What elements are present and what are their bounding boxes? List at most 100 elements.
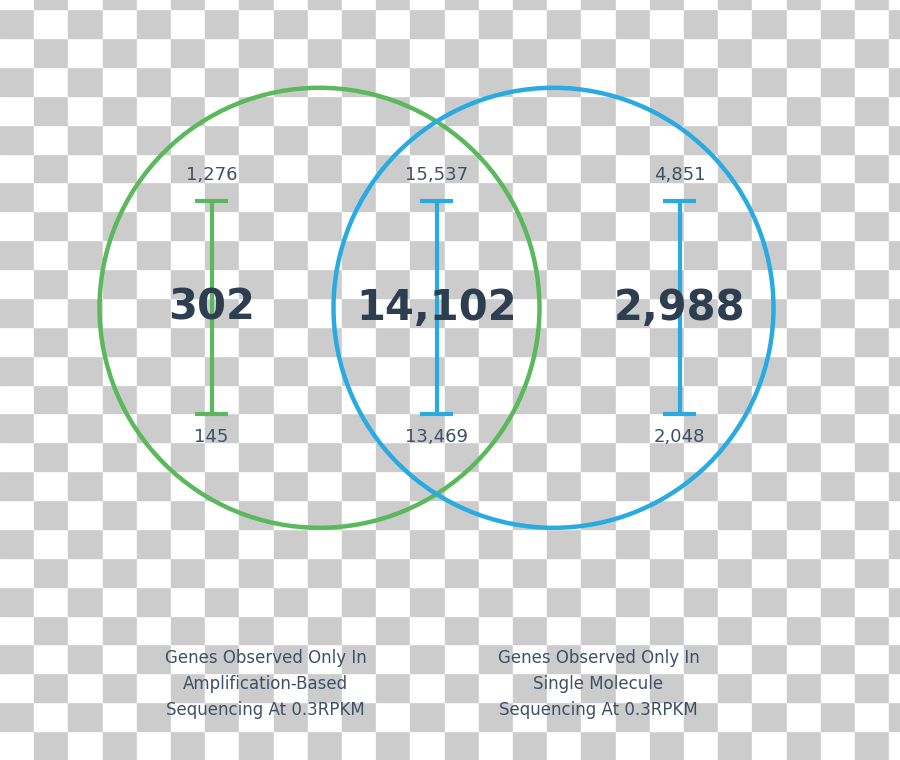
Bar <box>855 298 889 327</box>
Text: 14,102: 14,102 <box>356 287 517 329</box>
Bar <box>445 442 479 471</box>
Bar <box>137 731 171 760</box>
Bar <box>581 0 616 9</box>
Bar <box>684 240 718 269</box>
Bar <box>376 298 410 327</box>
Bar <box>274 702 308 731</box>
Bar <box>445 644 479 673</box>
Bar <box>103 616 137 644</box>
Bar <box>855 731 889 760</box>
Bar <box>616 154 650 182</box>
Bar <box>752 96 787 125</box>
Bar <box>547 125 581 154</box>
Bar <box>718 442 752 471</box>
Bar <box>137 413 171 442</box>
Bar <box>34 182 68 211</box>
Bar <box>68 182 103 211</box>
Bar <box>616 616 650 644</box>
Bar <box>616 558 650 587</box>
Bar <box>171 500 205 529</box>
Bar <box>274 211 308 240</box>
Bar <box>547 298 581 327</box>
Bar <box>239 500 274 529</box>
Bar <box>205 673 239 702</box>
Bar <box>239 558 274 587</box>
Bar <box>205 211 239 240</box>
Bar <box>0 731 34 760</box>
Bar <box>410 67 445 96</box>
Bar <box>0 269 34 298</box>
Bar <box>650 0 684 9</box>
Bar <box>889 154 900 182</box>
Bar <box>308 644 342 673</box>
Bar <box>513 211 547 240</box>
Bar <box>342 471 376 500</box>
Bar <box>308 125 342 154</box>
Bar <box>513 558 547 587</box>
Bar <box>889 125 900 154</box>
Bar <box>821 269 855 298</box>
Bar <box>34 96 68 125</box>
Bar <box>650 327 684 356</box>
Bar <box>308 240 342 269</box>
Bar <box>34 385 68 413</box>
Bar <box>274 673 308 702</box>
Bar <box>34 731 68 760</box>
Bar <box>855 211 889 240</box>
Bar <box>34 0 68 9</box>
Bar <box>718 240 752 269</box>
Bar <box>479 616 513 644</box>
Bar <box>137 67 171 96</box>
Bar <box>821 154 855 182</box>
Bar <box>547 413 581 442</box>
Bar <box>137 125 171 154</box>
Bar <box>855 471 889 500</box>
Bar <box>616 0 650 9</box>
Bar <box>68 413 103 442</box>
Bar <box>0 38 34 67</box>
Bar <box>650 529 684 558</box>
Bar <box>68 529 103 558</box>
Bar <box>684 211 718 240</box>
Bar <box>445 0 479 9</box>
Bar <box>410 731 445 760</box>
Bar <box>616 702 650 731</box>
Bar <box>855 558 889 587</box>
Bar <box>342 587 376 616</box>
Bar <box>376 558 410 587</box>
Bar <box>581 154 616 182</box>
Bar <box>410 644 445 673</box>
Bar <box>342 673 376 702</box>
Bar <box>376 702 410 731</box>
Bar <box>855 442 889 471</box>
Bar <box>410 269 445 298</box>
Bar <box>68 673 103 702</box>
Bar <box>103 211 137 240</box>
Bar <box>308 442 342 471</box>
Bar <box>650 38 684 67</box>
Bar <box>787 0 821 9</box>
Bar <box>239 67 274 96</box>
Bar <box>205 327 239 356</box>
Bar <box>68 385 103 413</box>
Bar <box>137 9 171 38</box>
Bar <box>137 38 171 67</box>
Bar <box>342 644 376 673</box>
Bar <box>513 471 547 500</box>
Bar <box>855 96 889 125</box>
Bar <box>410 298 445 327</box>
Bar <box>821 9 855 38</box>
Bar <box>616 327 650 356</box>
Bar <box>239 38 274 67</box>
Bar <box>0 125 34 154</box>
Bar <box>581 9 616 38</box>
Bar <box>616 385 650 413</box>
Bar <box>889 67 900 96</box>
Bar <box>68 702 103 731</box>
Bar <box>616 731 650 760</box>
Bar <box>205 0 239 9</box>
Bar <box>308 587 342 616</box>
Bar <box>752 240 787 269</box>
Bar <box>274 385 308 413</box>
Bar <box>479 500 513 529</box>
